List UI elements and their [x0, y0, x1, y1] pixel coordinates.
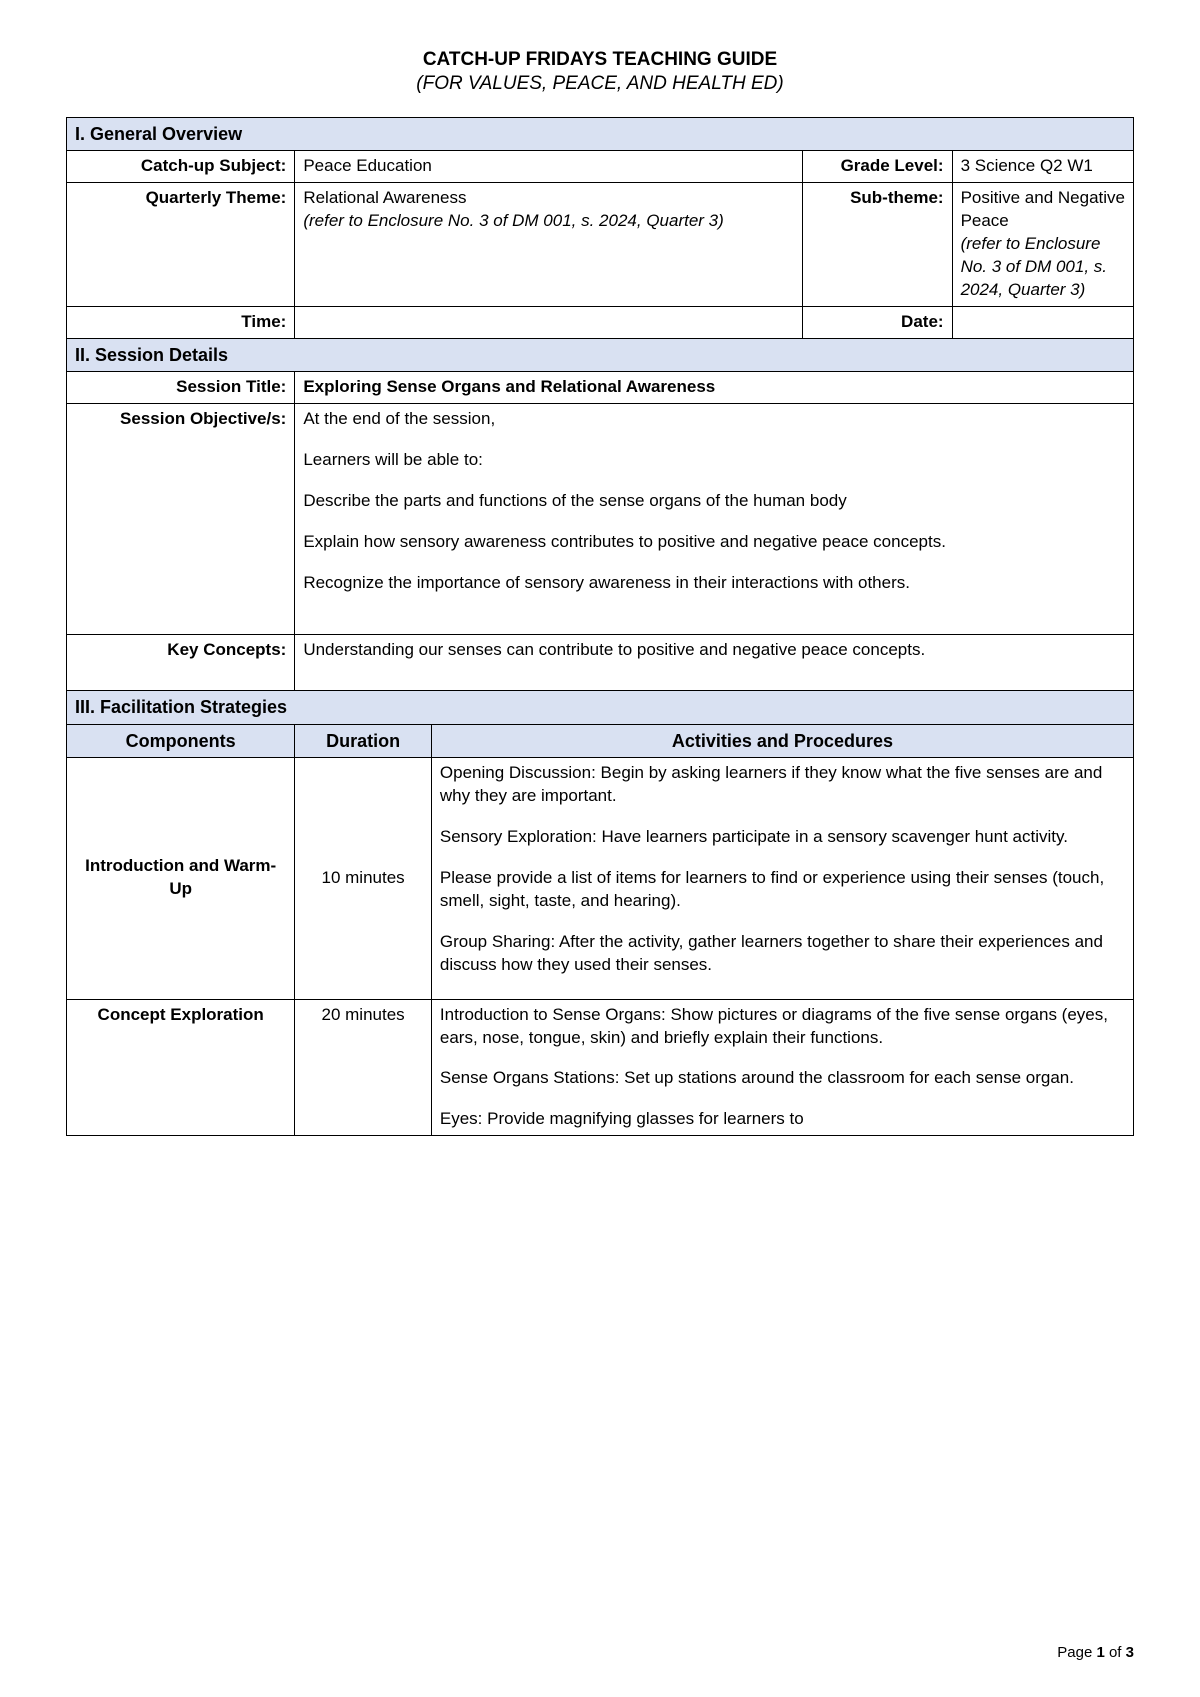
- concepts-value: Understanding our senses can contribute …: [295, 635, 1134, 691]
- concept-act1: Introduction to Sense Organs: Show pictu…: [440, 1004, 1125, 1050]
- time-label: Time:: [67, 306, 295, 338]
- obj2: Explain how sensory awareness contribute…: [303, 531, 1125, 554]
- footer-mid: of: [1105, 1644, 1126, 1661]
- col-activities: Activities and Procedures: [431, 724, 1133, 757]
- session-title-text: Exploring Sense Organs and Relational Aw…: [303, 377, 715, 396]
- component-concept: Concept Exploration: [67, 999, 295, 1136]
- grade-value: 3 Science Q2 W1: [952, 150, 1133, 182]
- intro-act1: Opening Discussion: Begin by asking lear…: [440, 762, 1125, 808]
- subtheme-value: Positive and Negative Peace (refer to En…: [952, 182, 1133, 306]
- table-row: Concept Exploration 20 minutes Introduct…: [67, 999, 1134, 1136]
- theme-main: Relational Awareness: [303, 188, 466, 207]
- table-row: Introduction and Warm-Up 10 minutes Open…: [67, 758, 1134, 1000]
- theme-note: (refer to Enclosure No. 3 of DM 001, s. …: [303, 211, 723, 230]
- doc-subtitle: (FOR VALUES, PEACE, AND HEALTH ED): [66, 73, 1134, 95]
- col-duration: Duration: [295, 724, 432, 757]
- grade-label: Grade Level:: [803, 150, 952, 182]
- footer-page: 1: [1096, 1644, 1104, 1661]
- objectives-label: Session Objective/s:: [67, 403, 295, 635]
- footer-total: 3: [1126, 1644, 1134, 1661]
- subtheme-label: Sub-theme:: [803, 182, 952, 306]
- duration-concept: 20 minutes: [295, 999, 432, 1136]
- col-components: Components: [67, 724, 295, 757]
- footer-prefix: Page: [1057, 1644, 1096, 1661]
- teaching-guide-table: I. General Overview Catch-up Subject: Pe…: [66, 117, 1134, 1137]
- date-label: Date:: [803, 306, 952, 338]
- intro-act3: Please provide a list of items for learn…: [440, 867, 1125, 913]
- subtheme-note: (refer to Enclosure No. 3 of DM 001, s. …: [961, 234, 1107, 299]
- component-intro: Introduction and Warm-Up: [67, 758, 295, 1000]
- duration-intro: 10 minutes: [295, 758, 432, 1000]
- concept-act3: Eyes: Provide magnifying glasses for lea…: [440, 1108, 1125, 1131]
- section-facilitation: III. Facilitation Strategies: [67, 691, 1134, 724]
- activities-intro: Opening Discussion: Begin by asking lear…: [431, 758, 1133, 1000]
- objectives-value: At the end of the session, Learners will…: [295, 403, 1134, 635]
- section-overview: I. General Overview: [67, 117, 1134, 150]
- concepts-text: Understanding our senses can contribute …: [303, 639, 1125, 662]
- date-value: [952, 306, 1133, 338]
- concept-act2: Sense Organs Stations: Set up stations a…: [440, 1067, 1125, 1090]
- session-title-label: Session Title:: [67, 371, 295, 403]
- doc-title: CATCH-UP FRIDAYS TEACHING GUIDE: [66, 48, 1134, 73]
- obj3: Recognize the importance of sensory awar…: [303, 572, 1125, 595]
- section-session: II. Session Details: [67, 338, 1134, 371]
- theme-value: Relational Awareness (refer to Enclosure…: [295, 182, 803, 306]
- intro-act2: Sensory Exploration: Have learners parti…: [440, 826, 1125, 849]
- obj-intro1: At the end of the session,: [303, 408, 1125, 431]
- session-title-value: Exploring Sense Organs and Relational Aw…: [295, 371, 1134, 403]
- page-footer: Page 1 of 3: [1057, 1644, 1134, 1661]
- intro-act4: Group Sharing: After the activity, gathe…: [440, 931, 1125, 977]
- obj1: Describe the parts and functions of the …: [303, 490, 1125, 513]
- subtheme-main: Positive and Negative Peace: [961, 188, 1125, 230]
- concepts-label: Key Concepts:: [67, 635, 295, 691]
- time-value: [295, 306, 803, 338]
- theme-label: Quarterly Theme:: [67, 182, 295, 306]
- subject-value: Peace Education: [295, 150, 803, 182]
- activities-concept: Introduction to Sense Organs: Show pictu…: [431, 999, 1133, 1136]
- subject-label: Catch-up Subject:: [67, 150, 295, 182]
- obj-intro2: Learners will be able to:: [303, 449, 1125, 472]
